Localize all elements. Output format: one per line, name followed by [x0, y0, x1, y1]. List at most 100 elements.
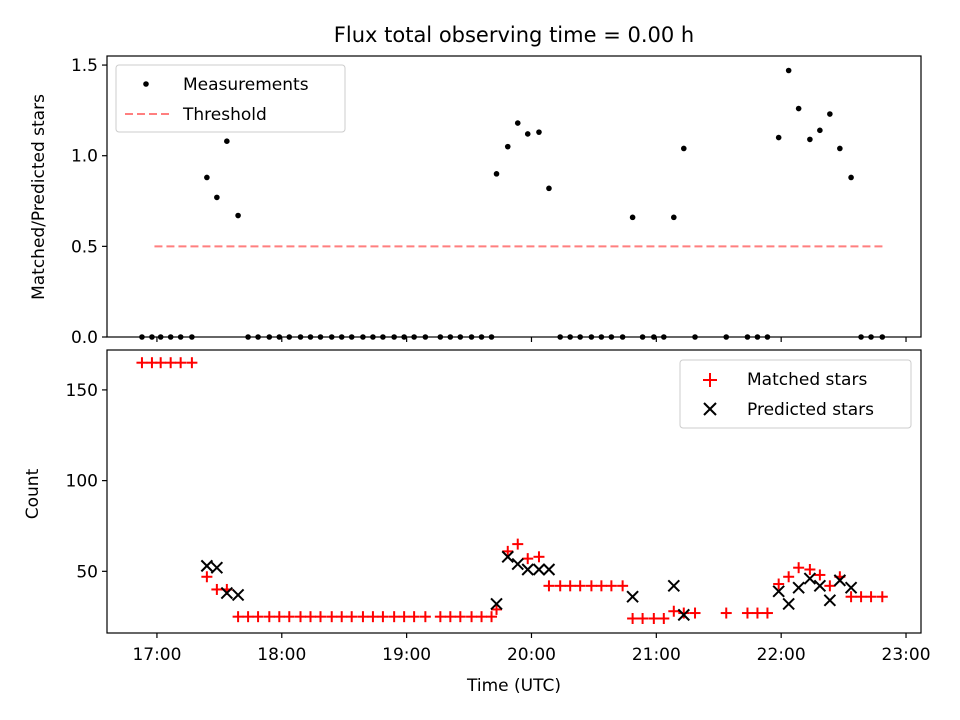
measurement-point	[837, 145, 843, 152]
matched-star-point	[627, 612, 639, 624]
matched-star-point	[211, 583, 223, 595]
matched-star-point	[865, 591, 877, 603]
matched-star-point	[175, 357, 187, 369]
x-tick-label: 21:00	[632, 645, 681, 665]
predicted-star-point	[813, 579, 827, 593]
matched-star-point	[845, 591, 857, 603]
matched-star-point	[564, 580, 576, 592]
matched-star-point	[305, 611, 316, 623]
measurement-point	[546, 185, 552, 192]
top-y-axis-label: Matched/Predicted stars	[29, 94, 49, 300]
x-tick-label: 20:00	[507, 645, 556, 665]
top-y-ticks: 0.0 0.5 1.0 1.5	[71, 56, 107, 348]
predicted-star-point	[490, 597, 503, 611]
matched-star-point	[824, 580, 836, 592]
matched-star-point	[444, 611, 456, 623]
matched-star-point	[512, 538, 524, 550]
top-x-ticks	[156, 337, 907, 342]
measurement-point	[235, 212, 241, 219]
predicted-star-point	[782, 597, 795, 611]
measurement-point	[680, 145, 687, 152]
matched-star-point	[201, 571, 213, 583]
matched-star-point	[720, 607, 732, 619]
predicted-star-point	[200, 559, 214, 573]
measurement-point	[817, 127, 823, 134]
bottom-y-ticks: 50 100 150	[66, 381, 107, 582]
matched-star-point	[585, 580, 597, 592]
legend-predicted-marker	[703, 402, 717, 416]
measurement-point	[795, 105, 802, 112]
matched-star-point	[242, 611, 254, 623]
matched-star-point	[783, 571, 795, 583]
matched-star-point	[491, 603, 503, 615]
bottom-y-tick-label: 150	[66, 381, 98, 401]
matched-star-point	[773, 578, 785, 590]
matched-star-point	[295, 611, 307, 623]
matched-star-point	[502, 545, 514, 557]
top-panel: 0.0 0.5 1.0 1.5 Matched/Predicted stars Mea…	[29, 55, 922, 348]
matched-star-point	[476, 611, 488, 623]
matched-star-point	[186, 357, 198, 369]
bottom-y-axis-label: Count	[23, 468, 43, 519]
predicted-star-point	[220, 586, 234, 600]
matched-star-point	[419, 611, 431, 623]
x-tick-label: 17:00	[132, 645, 181, 665]
matched-star-point	[314, 611, 326, 623]
predicted-star-point	[792, 581, 805, 594]
measurement-point	[524, 131, 531, 137]
bottom-legend-box	[679, 359, 912, 429]
matched-star-point	[617, 580, 629, 592]
matched-star-point	[326, 611, 338, 623]
matched-star-point	[648, 612, 660, 624]
predicted-star-point	[521, 563, 534, 576]
matched-star-point	[637, 612, 649, 624]
matched-star-point	[741, 607, 753, 619]
matched-star-point	[263, 611, 275, 623]
measurement-point	[629, 214, 636, 221]
bottom-x-ticks: 17:00 18:00 19:00 20:00 21:00 22:00 23:00	[132, 633, 931, 665]
matched-star-point	[346, 611, 358, 623]
matched-star-point	[367, 611, 379, 623]
predicted-star-point	[532, 563, 546, 576]
matched-star-point	[408, 611, 420, 623]
bottom-legend: Matched stars Predicted stars	[679, 359, 912, 429]
measurement-point	[775, 134, 782, 141]
predicted-star-point	[626, 590, 639, 603]
matched-star-point	[543, 580, 555, 592]
matched-star-point	[678, 607, 690, 619]
matched-star-point	[554, 580, 566, 592]
bottom-y-tick-label: 100	[66, 472, 98, 492]
legend-threshold-label: Threshold	[182, 105, 267, 125]
matched-star-point	[165, 357, 177, 369]
predicted-star-point	[677, 608, 690, 622]
top-y-tick-label: 0.0	[71, 328, 98, 348]
bottom-y-tick-label: 50	[76, 562, 98, 582]
matched-star-point	[595, 580, 607, 592]
matched-star-point	[605, 580, 617, 592]
matched-star-point	[658, 612, 670, 624]
measurement-point	[848, 174, 854, 181]
matched-star-point	[574, 580, 586, 592]
x-tick-label: 23:00	[882, 645, 931, 665]
x-tick-label: 22:00	[757, 645, 806, 665]
legend-measurements-label: Measurements	[183, 75, 309, 95]
matched-star-point	[336, 611, 348, 623]
matched-star-point	[533, 551, 545, 563]
matched-star-point	[136, 357, 148, 369]
matched-star-point	[668, 605, 680, 617]
matched-star-point	[434, 611, 446, 623]
top-legend-box	[115, 64, 346, 133]
measurement-point	[785, 67, 792, 74]
matched-star-point	[273, 611, 285, 623]
matched-star-point	[155, 357, 167, 369]
measurement-point	[214, 194, 220, 201]
matched-star-point	[454, 611, 466, 623]
predicted-star-point	[772, 585, 785, 598]
measurement-point	[504, 143, 511, 150]
matched-star-point	[232, 611, 244, 623]
predicted-star-point	[844, 581, 858, 594]
legend-matched-marker	[703, 373, 717, 387]
legend-measurements-marker	[143, 81, 149, 87]
matched-star-point	[876, 591, 888, 603]
